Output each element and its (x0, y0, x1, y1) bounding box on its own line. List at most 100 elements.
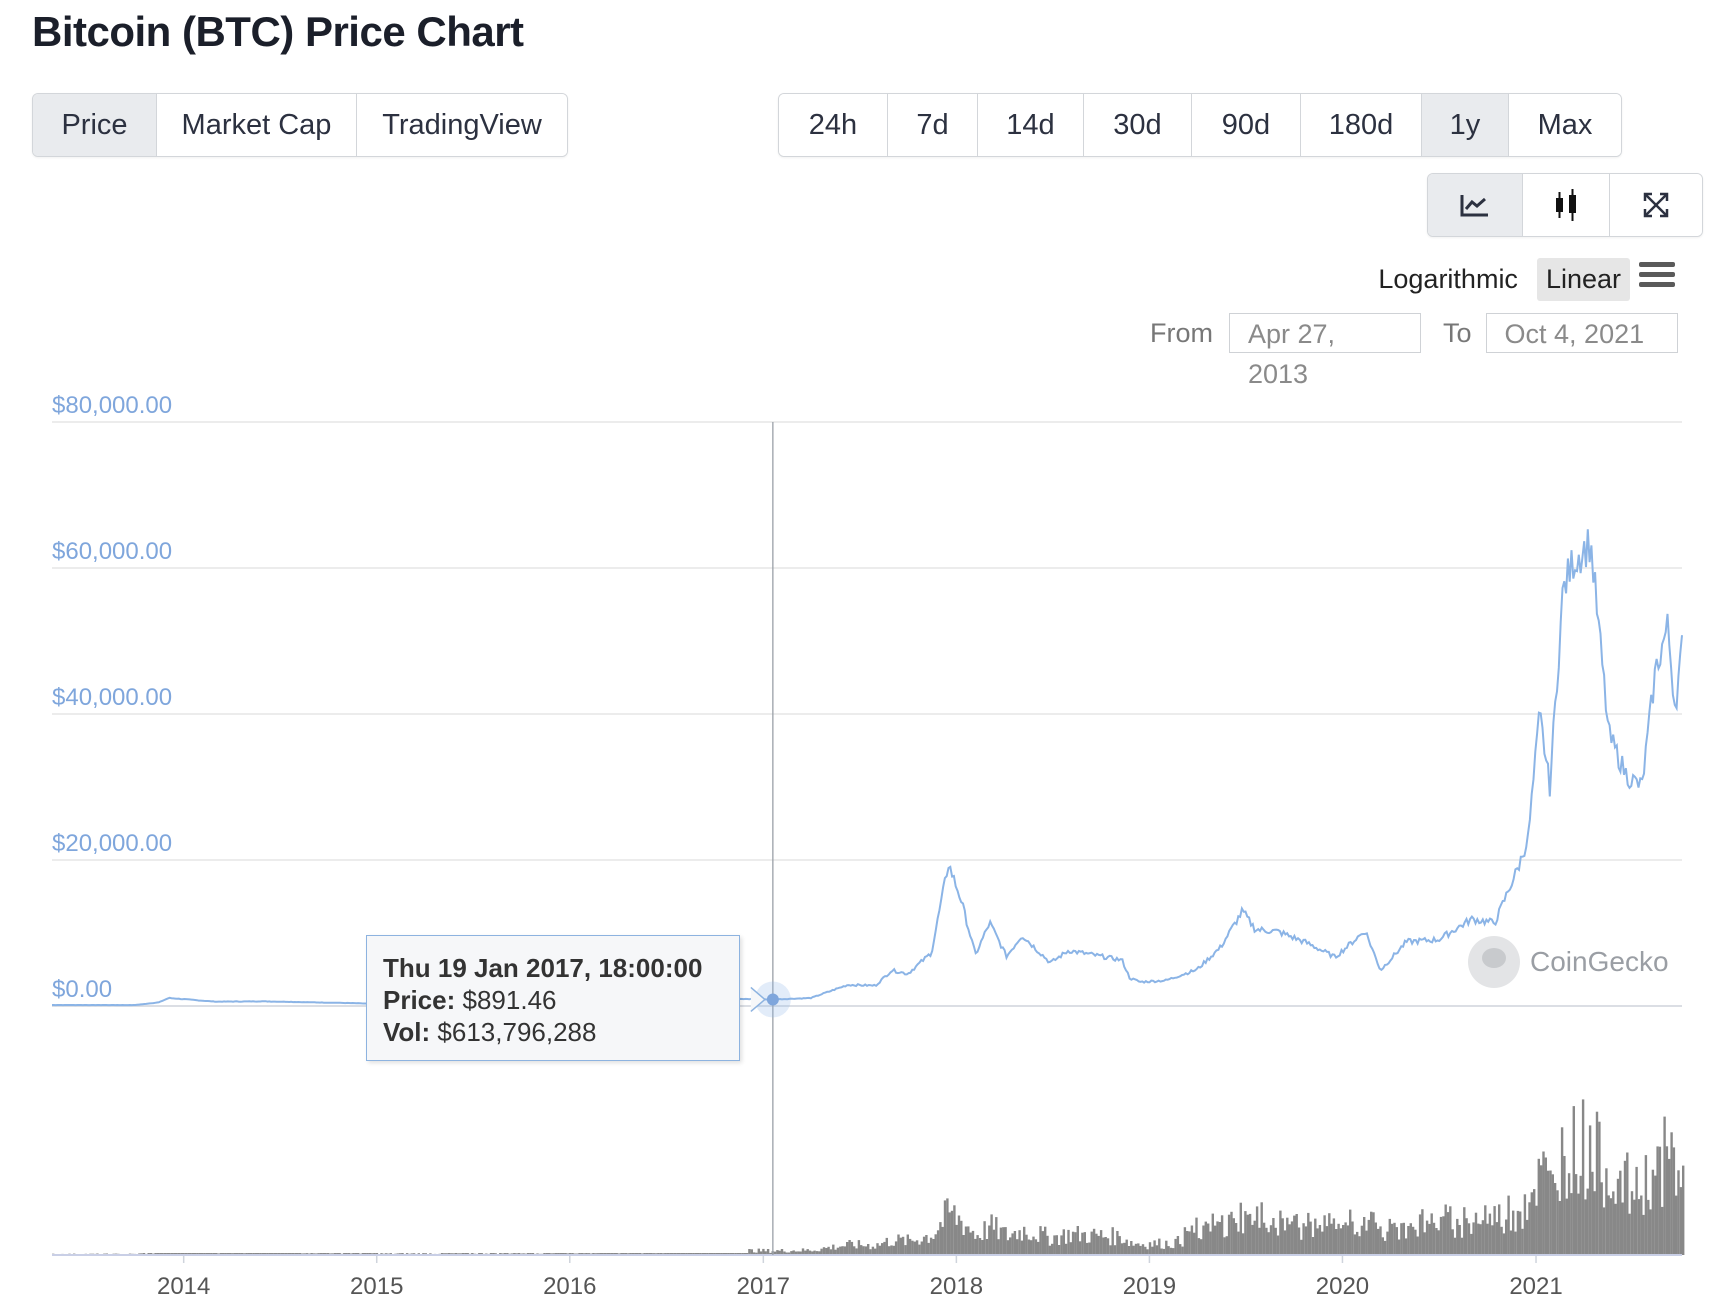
volume-bar (1486, 1223, 1489, 1255)
tab-tradingview[interactable]: TradingView (357, 94, 567, 156)
volume-bar (1020, 1240, 1024, 1255)
volume-bar (1186, 1231, 1189, 1255)
volume-bar (985, 1239, 989, 1255)
volume-bar (773, 1251, 777, 1255)
range-180d-button[interactable]: 180d (1301, 94, 1422, 156)
volume-bar (1570, 1193, 1573, 1255)
volume-bar (1158, 1238, 1161, 1255)
y-tick-label: $20,000.00 (52, 830, 172, 857)
volume-bar (1276, 1235, 1280, 1255)
range-1y-button[interactable]: 1y (1422, 94, 1509, 156)
volume-bar (1002, 1227, 1005, 1255)
volume-bar (1069, 1242, 1072, 1255)
volume-bar (1120, 1243, 1124, 1255)
volume-bar (1316, 1228, 1319, 1255)
volume-bar (1116, 1231, 1119, 1255)
volume-bar (1651, 1169, 1655, 1255)
volume-bar (1425, 1220, 1429, 1255)
tab-price[interactable]: Price (33, 94, 157, 156)
x-tick-label: 2016 (543, 1273, 596, 1300)
range-90d-button[interactable]: 90d (1192, 94, 1301, 156)
volume-bar (1563, 1156, 1566, 1255)
volume-bar (1146, 1249, 1149, 1255)
candlestick-icon[interactable] (1523, 174, 1610, 236)
volume-bar (1605, 1168, 1608, 1255)
volume-bar (769, 1252, 772, 1255)
volume-bar (857, 1240, 861, 1255)
from-date-input[interactable]: Apr 27, 2013 (1229, 313, 1421, 389)
volume-bar (1533, 1189, 1536, 1255)
hover-point (766, 993, 779, 1006)
volume-bar (971, 1230, 975, 1255)
to-date-input[interactable]: Oct 4, 2021 (1485, 313, 1678, 353)
tab-market-cap[interactable]: Market Cap (157, 94, 357, 156)
volume-bar (1493, 1206, 1496, 1255)
price-tooltip: Thu 19 Jan 2017, 18:00:00 Price: $891.46… (366, 935, 740, 1061)
volume-bar (1500, 1226, 1503, 1255)
volume-bar (1663, 1116, 1666, 1255)
volume-bar (799, 1251, 802, 1255)
volume-bar (1165, 1240, 1168, 1255)
volume-bar (1628, 1213, 1631, 1255)
hamburger-menu-icon[interactable] (1639, 262, 1675, 292)
volume-bar (1593, 1191, 1596, 1255)
volume-bar (1444, 1204, 1447, 1255)
volume-bar (1584, 1199, 1587, 1255)
linear-button[interactable]: Linear (1536, 258, 1630, 301)
x-tick-label: 2018 (930, 1273, 983, 1300)
volume-bar (1062, 1229, 1065, 1255)
volume-bar (964, 1226, 968, 1255)
tooltip-volume-label: Vol: (383, 1017, 431, 1047)
volume-bar (1309, 1221, 1312, 1255)
volume-bar (1037, 1241, 1040, 1255)
fullscreen-icon[interactable] (1610, 174, 1702, 236)
volume-bar (1197, 1238, 1201, 1255)
volume-bar (1153, 1240, 1156, 1255)
volume-bar (871, 1246, 875, 1255)
volume-bar (1013, 1231, 1017, 1255)
volume-bar (1283, 1230, 1287, 1255)
logarithmic-button[interactable]: Logarithmic (1378, 264, 1518, 294)
range-14d-button[interactable]: 14d (978, 94, 1084, 156)
range-7d-button[interactable]: 7d (888, 94, 978, 156)
volume-bar (997, 1239, 1000, 1255)
range-max-button[interactable]: Max (1509, 94, 1621, 156)
volume-bar (867, 1244, 870, 1255)
volume-bar (1370, 1211, 1373, 1255)
volume-bar (806, 1249, 809, 1255)
range-24h-button[interactable]: 24h (779, 94, 888, 156)
volume-bar (969, 1232, 972, 1255)
volume-bar (1470, 1233, 1473, 1255)
volume-bar (1656, 1146, 1659, 1255)
volume-bar (1148, 1242, 1152, 1255)
coingecko-watermark: CoinGecko (1468, 936, 1669, 988)
tooltip-date: Thu 19 Jan 2017, 18:00:00 (383, 953, 703, 983)
volume-bar (808, 1250, 812, 1255)
volume-bar (1230, 1211, 1233, 1255)
volume-bar (1537, 1158, 1540, 1255)
volume-bar (1535, 1205, 1538, 1255)
volume-bar (1439, 1216, 1443, 1255)
volume-bar (1011, 1233, 1014, 1255)
volume-bar (948, 1212, 951, 1255)
range-30d-button[interactable]: 30d (1084, 94, 1192, 156)
volume-bar (1623, 1160, 1627, 1255)
volume-bar (1051, 1243, 1054, 1255)
volume-bar (906, 1234, 909, 1255)
volume-bar (1300, 1239, 1303, 1255)
volume-bar (836, 1247, 840, 1255)
volume-bar (804, 1250, 807, 1255)
volume-bar (1039, 1226, 1042, 1255)
volume-bar (1402, 1222, 1405, 1255)
volume-bar (1064, 1243, 1068, 1255)
volume-bar (801, 1248, 805, 1255)
line-chart-icon[interactable] (1428, 174, 1523, 236)
volume-bar (1640, 1195, 1643, 1255)
volume-bar (897, 1234, 900, 1255)
volume-bar (1363, 1217, 1366, 1255)
volume-bar (1560, 1127, 1564, 1255)
x-tick-label: 2019 (1123, 1273, 1176, 1300)
volume-bar (1467, 1223, 1471, 1255)
volume-bar (1202, 1225, 1205, 1255)
